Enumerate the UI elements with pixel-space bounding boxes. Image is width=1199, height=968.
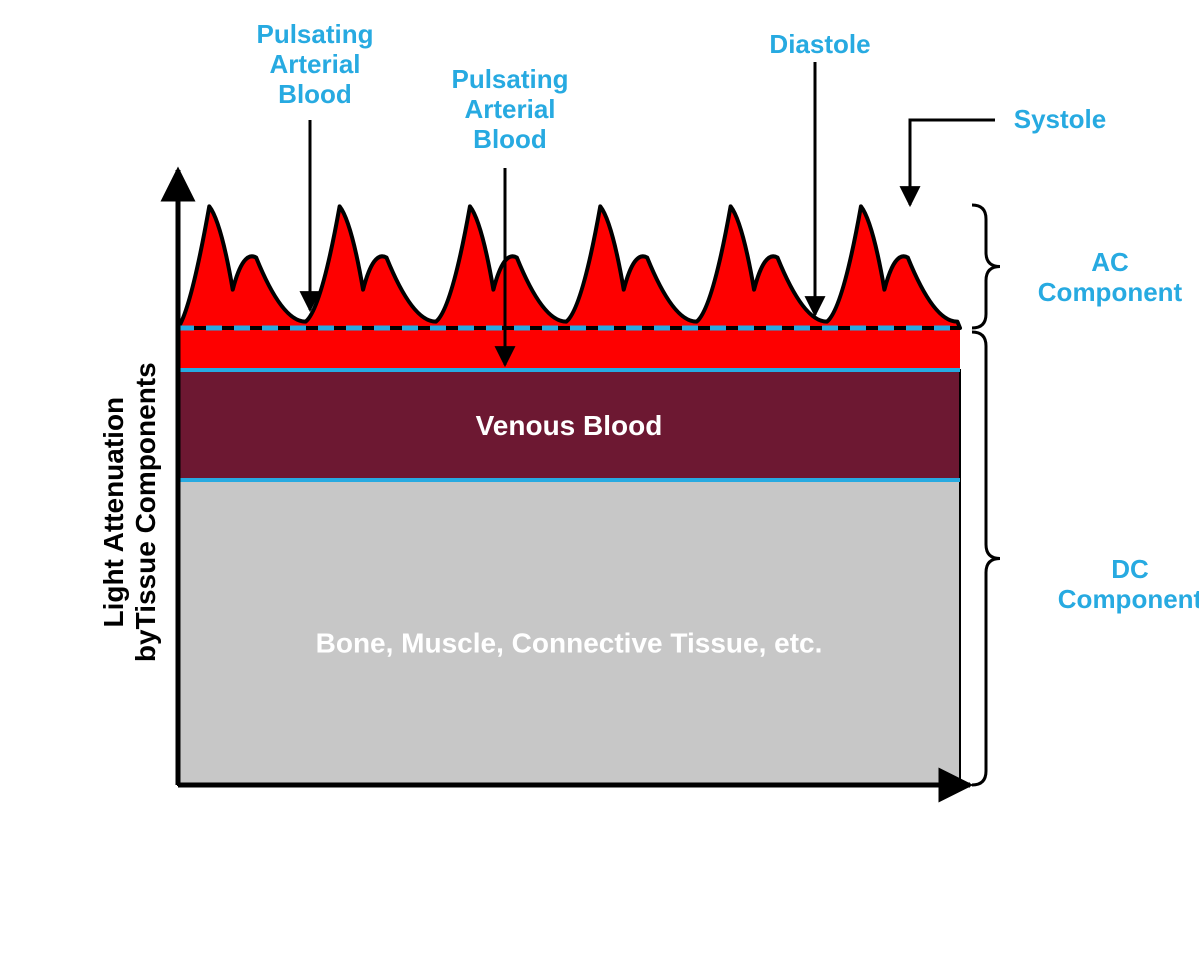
y-axis-label: Light Attenuation byTissue Components <box>98 362 162 662</box>
label-dc: DCComponent <box>1050 555 1199 615</box>
label-ac: ACComponent <box>1030 248 1190 308</box>
label-diastole: Diastole <box>760 30 880 60</box>
label-pulsating-2: PulsatingArterialBlood <box>420 65 600 155</box>
svg-text:Venous Blood: Venous Blood <box>476 410 663 441</box>
svg-text:Bone, Muscle, Connective Tissu: Bone, Muscle, Connective Tissue, etc. <box>316 628 823 659</box>
diagram-root: Engineershub.inVenous BloodBone, Muscle,… <box>0 0 1199 968</box>
label-systole: Systole <box>1000 105 1120 135</box>
label-pulsating-1: PulsatingArterialBlood <box>225 20 405 110</box>
